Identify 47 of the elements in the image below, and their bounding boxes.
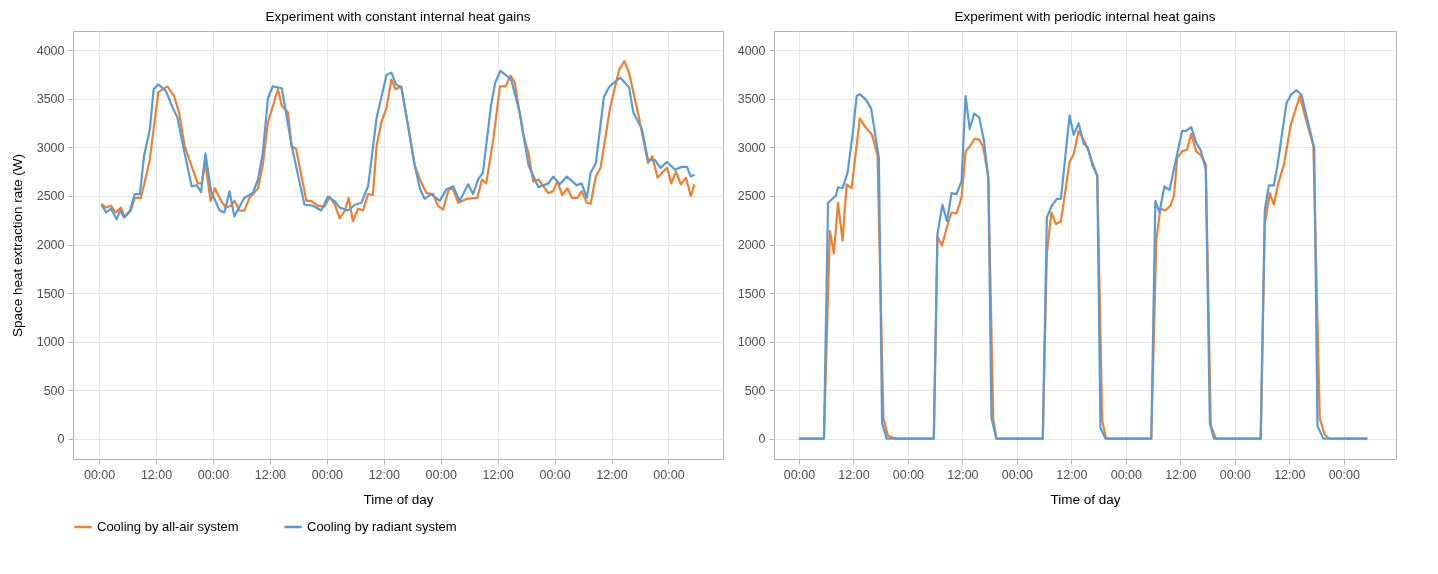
x-tick-label: 00:00 bbox=[653, 467, 685, 482]
x-tick-label: 00:00 bbox=[425, 467, 457, 482]
y-tick-label: 4000 bbox=[36, 43, 65, 58]
y-tick-label: 3000 bbox=[36, 140, 65, 155]
x-tick-label: 12:00 bbox=[254, 467, 287, 482]
x-tick-label: 00:00 bbox=[783, 467, 816, 482]
x-tick-label: 12:00 bbox=[1274, 467, 1306, 482]
y-tick-label: 2000 bbox=[36, 238, 65, 253]
y-tick-label: 500 bbox=[43, 383, 65, 398]
x-tick-label: 00:00 bbox=[1001, 467, 1034, 482]
y-tick-label: 3500 bbox=[36, 92, 65, 107]
y-tick-label: 3500 bbox=[737, 92, 766, 107]
x-tick-label: 00:00 bbox=[311, 467, 344, 482]
y-tick-label: 0 bbox=[758, 432, 766, 447]
x-tick-label: 00:00 bbox=[892, 467, 925, 482]
y-tick-label: 2500 bbox=[737, 189, 766, 204]
x-tick-label: 00:00 bbox=[197, 467, 230, 482]
chart-title: Experiment with periodic internal heat gains bbox=[954, 8, 1216, 24]
x-tick-label: 12:00 bbox=[482, 467, 514, 482]
x-tick-label: 12:00 bbox=[596, 467, 628, 482]
y-tick-label: 3000 bbox=[737, 140, 766, 155]
x-tick-label: 12:00 bbox=[1056, 467, 1088, 482]
x-tick-label: 12:00 bbox=[838, 467, 870, 482]
x-tick-label: 12:00 bbox=[140, 467, 173, 482]
y-axis-title: Space heat extraction rate (W) bbox=[9, 153, 25, 338]
y-tick-label: 4000 bbox=[737, 43, 766, 58]
chart-title: Experiment with constant internal heat gains bbox=[265, 8, 531, 24]
x-tick-label: 00:00 bbox=[83, 467, 116, 482]
x-tick-label: 00:00 bbox=[1219, 467, 1252, 482]
y-tick-label: 500 bbox=[744, 383, 766, 398]
x-tick-label: 00:00 bbox=[1110, 467, 1143, 482]
x-tick-label: 00:00 bbox=[1328, 467, 1360, 482]
legend-label: Cooling by all-air system bbox=[97, 519, 239, 534]
x-tick-label: 12:00 bbox=[947, 467, 979, 482]
y-tick-label: 1000 bbox=[36, 335, 65, 350]
y-tick-label: 0 bbox=[57, 432, 65, 447]
legend-label: Cooling by radiant system bbox=[307, 519, 457, 534]
x-axis-title: Time of day bbox=[363, 492, 434, 507]
y-tick-label: 2000 bbox=[737, 238, 766, 253]
x-tick-label: 12:00 bbox=[368, 467, 400, 482]
x-tick-label: 00:00 bbox=[539, 467, 571, 482]
x-tick-label: 12:00 bbox=[1165, 467, 1197, 482]
y-tick-label: 1500 bbox=[36, 286, 65, 301]
y-tick-label: 2500 bbox=[36, 189, 65, 204]
x-axis-title: Time of day bbox=[1050, 492, 1121, 507]
y-tick-label: 1000 bbox=[737, 335, 766, 350]
y-tick-label: 1500 bbox=[737, 286, 766, 301]
